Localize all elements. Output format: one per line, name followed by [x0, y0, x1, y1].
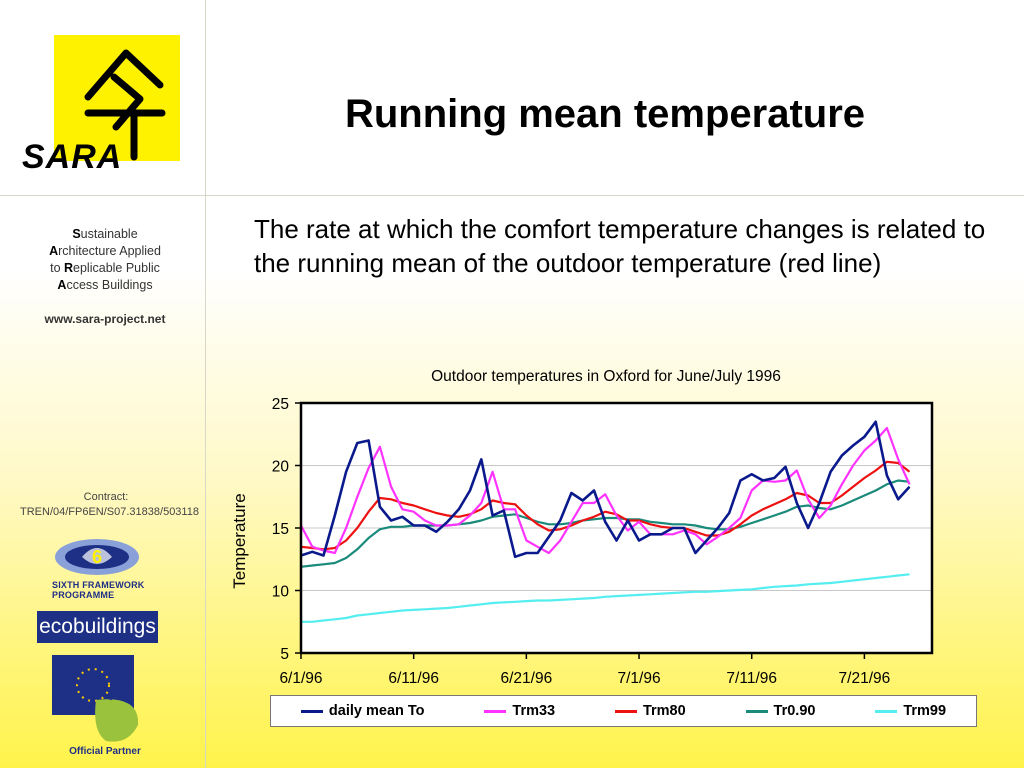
legend-swatch-trm80 — [614, 709, 637, 713]
chart-title: Outdoor temperatures in Oxford for June/… — [431, 368, 781, 385]
acronym-line-3: to Replicable Public — [50, 261, 160, 275]
acronym-line-4: Access Buildings — [57, 278, 153, 292]
x-tick-label: 7/11/96 — [726, 670, 777, 687]
acronym-line-2: Architecture Applied — [49, 244, 161, 258]
contract-number: Contract: TREN/04/FP6EN/S07.31838/503118 — [20, 491, 199, 518]
sara-logo-background — [54, 35, 180, 161]
ecobuildings-logo: ecobuildings — [37, 611, 158, 643]
sixth-framework-logo: 6 — [55, 539, 139, 575]
header-divider — [0, 195, 1024, 196]
x-tick-label: 7/1/96 — [617, 670, 660, 687]
y-tick-label: 15 — [272, 521, 289, 538]
y-axis-label: Temperature — [230, 493, 249, 588]
intro-text: The rate at which the comfort temperatur… — [254, 214, 986, 278]
legend-item-trm80: Trm80 — [614, 703, 686, 719]
x-tick-label: 6/1/96 — [279, 670, 322, 687]
sixth-framework-label: SIXTH FRAMEWORK PROGRAMME — [52, 580, 145, 600]
y-tick-label: 20 — [272, 459, 290, 476]
chart-legend: daily mean To Trm33 Trm80 Tr0.90 Trm99 — [270, 695, 977, 727]
legend-item-trm99: Trm99 — [875, 703, 946, 719]
eu-partner-logo — [52, 655, 139, 742]
legend-item-daily-mean: daily mean To — [300, 703, 425, 719]
slide-title: Running mean temperature — [344, 92, 866, 136]
legend-swatch-trm33 — [484, 709, 507, 713]
y-tick-label: 25 — [272, 396, 289, 413]
official-partner-label: Official Partner — [69, 746, 141, 757]
svg-text:6: 6 — [92, 547, 102, 567]
series-line-trm99 — [301, 573, 910, 623]
y-tick-label: 5 — [280, 646, 289, 663]
x-tick-label: 7/21/96 — [839, 670, 891, 687]
sara-acronym: Sustainable Architecture Applied to Repl… — [25, 226, 185, 294]
x-tick-label: 6/21/96 — [500, 670, 552, 687]
legend-swatch-tr090 — [745, 709, 768, 713]
legend-swatch-daily-mean — [300, 709, 323, 713]
sara-logo-text: SARA — [22, 138, 122, 175]
series-line-trm80 — [300, 460, 911, 551]
series-line-daily — [300, 420, 911, 559]
y-tick-label: 10 — [272, 584, 290, 601]
temperature-chart: Outdoor temperatures in Oxford for June/… — [230, 368, 934, 687]
legend-swatch-trm99 — [875, 709, 898, 713]
legend-item-tr090: Tr0.90 — [745, 703, 815, 719]
series-line-trm33 — [300, 426, 911, 555]
sidebar — [0, 0, 206, 768]
website-link[interactable]: www.sara-project.net — [44, 312, 166, 326]
acronym-line-1: Sustainable — [72, 227, 138, 241]
legend-item-trm33: Trm33 — [484, 703, 555, 719]
sara-logo: SARA — [22, 49, 166, 175]
x-tick-label: 6/11/96 — [388, 670, 439, 687]
